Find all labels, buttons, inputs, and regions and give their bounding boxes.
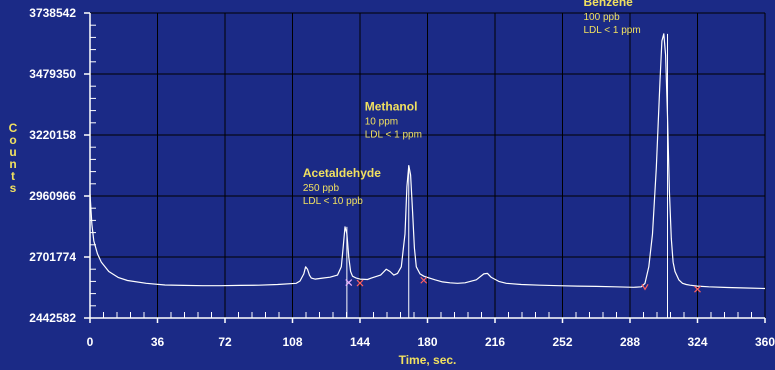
chromatogram-trace	[89, 33, 766, 290]
peak-label-name: Benzene	[584, 0, 634, 9]
x-tick-label: 216	[485, 335, 505, 349]
baseline-marker	[420, 276, 428, 284]
axis-ticks	[84, 12, 766, 323]
peak-label-ldl: LDL < 1 ppm	[365, 130, 422, 141]
annotations: Acetaldehyde 250 ppb LDL < 10 ppb Methanol 1…	[303, 0, 701, 318]
x-tick-label: 72	[218, 335, 232, 349]
peak-label-name: Methanol	[365, 100, 418, 114]
x-tick-label: 108	[282, 335, 302, 349]
peak-label-concentration: 100 ppb	[584, 12, 621, 23]
axes	[89, 13, 765, 319]
y-tick-label: 2960966	[29, 189, 76, 203]
baseline-marker	[345, 279, 353, 287]
y-tick-label: 3220158	[29, 128, 76, 142]
axis-labels: 0 36 72 108 144 180 216 252 288 324 360 3738542 3479…	[9, 6, 775, 367]
peak-label-concentration: 10 ppm	[365, 117, 398, 128]
peak-label-ldl: LDL < 10 ppb	[303, 196, 363, 207]
x-tick-label: 0	[87, 335, 94, 349]
y-tick-label: 2701774	[29, 250, 76, 264]
baseline-marker	[641, 283, 649, 291]
y-tick-label: 3738542	[29, 6, 76, 20]
y-tick-label: 2442582	[29, 311, 76, 325]
baseline-marker	[694, 285, 701, 293]
x-tick-label: 324	[687, 335, 707, 349]
grid	[90, 12, 766, 319]
peak-label-concentration: 250 ppb	[303, 183, 340, 194]
x-tick-label: 252	[552, 335, 572, 349]
x-tick-label: 180	[417, 335, 437, 349]
baseline-marker	[356, 279, 364, 287]
x-tick-label: 36	[151, 335, 165, 349]
x-tick-label: 360	[755, 335, 775, 349]
peak-label-ldl: LDL < 1 ppm	[584, 25, 641, 36]
x-tick-label: 144	[350, 335, 370, 349]
x-axis-title: Time, sec.	[399, 353, 457, 367]
y-tick-label: 3479350	[29, 67, 76, 81]
peak-label-name: Acetaldehyde	[303, 166, 381, 180]
plot-area	[89, 33, 766, 290]
x-tick-label: 288	[620, 335, 640, 349]
